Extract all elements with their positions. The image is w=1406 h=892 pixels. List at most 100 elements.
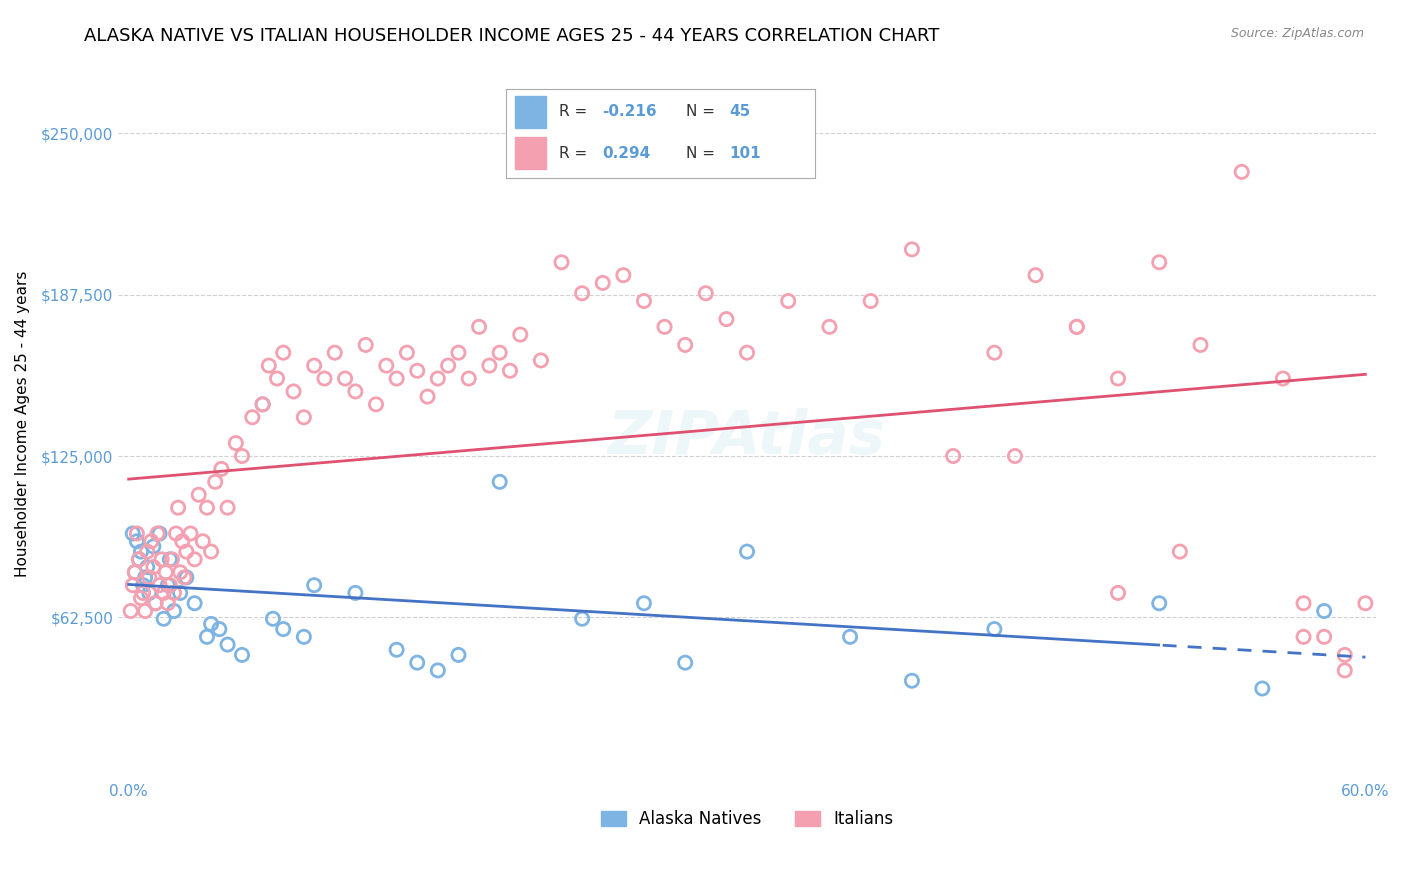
Point: [1251, 681, 1274, 696]
Point: [437, 359, 460, 373]
Point: [120, 604, 142, 618]
Point: [314, 371, 336, 385]
Point: [148, 526, 170, 541]
Point: [901, 673, 924, 688]
Point: [167, 500, 190, 515]
Point: [344, 586, 367, 600]
Point: [142, 540, 165, 554]
Point: [136, 544, 159, 558]
Point: [1004, 449, 1026, 463]
Point: [191, 534, 214, 549]
Point: [468, 319, 491, 334]
Point: [129, 591, 152, 606]
Point: [159, 552, 181, 566]
Point: [292, 410, 315, 425]
Point: [1313, 630, 1336, 644]
Text: 45: 45: [728, 104, 751, 119]
Point: [1066, 319, 1088, 334]
Text: N =: N =: [686, 146, 720, 161]
Point: [1149, 255, 1171, 269]
Point: [1107, 371, 1129, 385]
Point: [141, 534, 163, 549]
Text: N =: N =: [686, 104, 720, 119]
Point: [271, 622, 294, 636]
Point: [200, 544, 222, 558]
Point: [128, 552, 150, 566]
Point: [136, 560, 159, 574]
Point: [1066, 319, 1088, 334]
Point: [612, 268, 634, 282]
Text: -0.216: -0.216: [602, 104, 657, 119]
Point: [1333, 648, 1355, 662]
Point: [778, 293, 800, 308]
Point: [176, 544, 198, 558]
Point: [231, 449, 253, 463]
Point: [1271, 371, 1294, 385]
Point: [457, 371, 479, 385]
Point: [859, 293, 882, 308]
Point: [200, 616, 222, 631]
Point: [633, 596, 655, 610]
Point: [499, 364, 522, 378]
Point: [125, 534, 148, 549]
Point: [217, 500, 239, 515]
Point: [145, 596, 167, 610]
Point: [901, 243, 924, 257]
Point: [633, 293, 655, 308]
Point: [163, 604, 186, 618]
Point: [406, 656, 429, 670]
Point: [654, 319, 676, 334]
Point: [183, 552, 205, 566]
Point: [592, 276, 614, 290]
Point: [155, 566, 177, 580]
Point: [124, 566, 146, 580]
Point: [673, 656, 696, 670]
Point: [323, 345, 346, 359]
Point: [132, 578, 155, 592]
Point: [818, 319, 841, 334]
Point: [488, 345, 510, 359]
Point: [195, 630, 218, 644]
Point: [142, 560, 165, 574]
Point: [942, 449, 965, 463]
Point: [134, 604, 156, 618]
Point: [1313, 604, 1336, 618]
Point: [134, 570, 156, 584]
Point: [283, 384, 305, 399]
Text: Source: ZipAtlas.com: Source: ZipAtlas.com: [1230, 27, 1364, 40]
Point: [530, 353, 553, 368]
Point: [571, 286, 593, 301]
Point: [839, 630, 862, 644]
Point: [129, 544, 152, 558]
Point: [509, 327, 531, 342]
Point: [292, 630, 315, 644]
Point: [716, 312, 738, 326]
Point: [983, 345, 1005, 359]
Point: [488, 475, 510, 489]
Point: [252, 397, 274, 411]
Point: [179, 526, 201, 541]
Point: [735, 345, 758, 359]
Point: [1107, 586, 1129, 600]
Point: [1292, 596, 1315, 610]
Point: [252, 397, 274, 411]
Point: [125, 526, 148, 541]
Legend: Alaska Natives, Italians: Alaska Natives, Italians: [595, 803, 900, 835]
Point: [156, 596, 179, 610]
Point: [1230, 165, 1253, 179]
Point: [571, 612, 593, 626]
Point: [344, 384, 367, 399]
Point: [169, 566, 191, 580]
Point: [1354, 596, 1376, 610]
Bar: [516, 137, 547, 169]
Point: [146, 526, 169, 541]
Point: [165, 526, 187, 541]
Text: ALASKA NATIVE VS ITALIAN HOUSEHOLDER INCOME AGES 25 - 44 YEARS CORRELATION CHART: ALASKA NATIVE VS ITALIAN HOUSEHOLDER INC…: [84, 27, 939, 45]
Point: [208, 622, 231, 636]
Point: [1168, 544, 1191, 558]
Point: [302, 359, 325, 373]
Point: [183, 596, 205, 610]
Point: [395, 345, 418, 359]
Point: [1189, 338, 1212, 352]
Point: [1333, 664, 1355, 678]
